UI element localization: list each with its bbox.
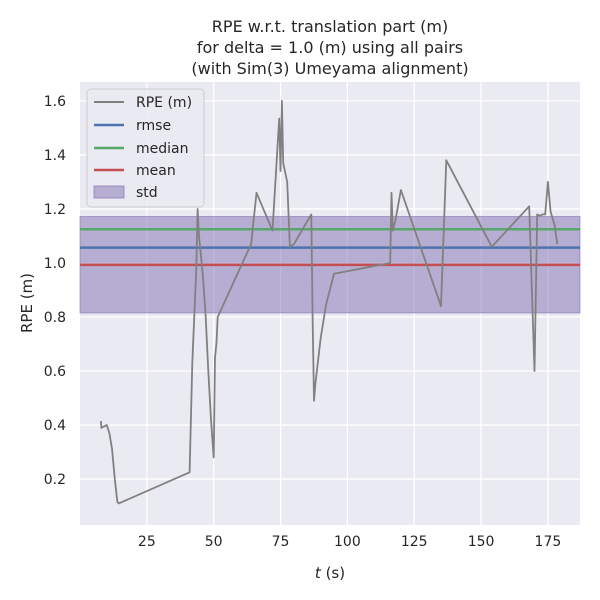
- x-axis-variable: t: [315, 564, 322, 582]
- y-tick-label: 1.6: [44, 94, 66, 110]
- x-tick-label: 50: [205, 534, 223, 550]
- x-axis-label: t (s): [315, 564, 345, 582]
- legend-label-mean: mean: [136, 163, 176, 179]
- x-tick-label: 125: [401, 534, 428, 550]
- legend-label-rmse: rmse: [136, 118, 171, 134]
- y-axis-label: RPE (m): [18, 273, 36, 333]
- statistic-lines: [80, 227, 580, 267]
- legend-label-rpe: RPE (m): [136, 95, 192, 111]
- y-tick-label: 1.2: [44, 202, 66, 218]
- x-tick-label: 75: [272, 534, 290, 550]
- y-tick-label: 1.0: [44, 256, 66, 272]
- y-tick-label: 0.4: [44, 418, 66, 434]
- chart-title-line-2: for delta = 1.0 (m) using all pairs: [197, 38, 463, 57]
- legend-label-median: median: [136, 141, 188, 157]
- x-tick-label: 175: [535, 534, 562, 550]
- y-tick-label: 0.8: [44, 310, 66, 326]
- x-axis-unit: (s): [321, 564, 345, 582]
- legend: RPE (m) rmse median mean std: [86, 88, 205, 208]
- x-tick-label: 100: [334, 534, 361, 550]
- y-tick-label: 0.6: [44, 364, 66, 380]
- chart-title-line-1: RPE w.r.t. translation part (m): [212, 17, 448, 36]
- legend-box: [86, 88, 205, 208]
- y-tick-label: 1.4: [44, 148, 66, 164]
- legend-label-std: std: [136, 185, 158, 201]
- rpe-line: [100, 100, 559, 505]
- y-tick-label: 0.2: [44, 472, 66, 488]
- tick-labels: 25 50 75 100 125 150 175 0.2 0.4 0.6 0.8 1.0 1.2 1.4 1…: [44, 94, 562, 550]
- rpe-series: [100, 100, 559, 505]
- x-tick-label: 150: [468, 534, 495, 550]
- chart-title-line-3: (with Sim(3) Umeyama alignment): [191, 59, 468, 78]
- legend-swatch-std: [93, 185, 125, 199]
- x-tick-label: 25: [138, 534, 156, 550]
